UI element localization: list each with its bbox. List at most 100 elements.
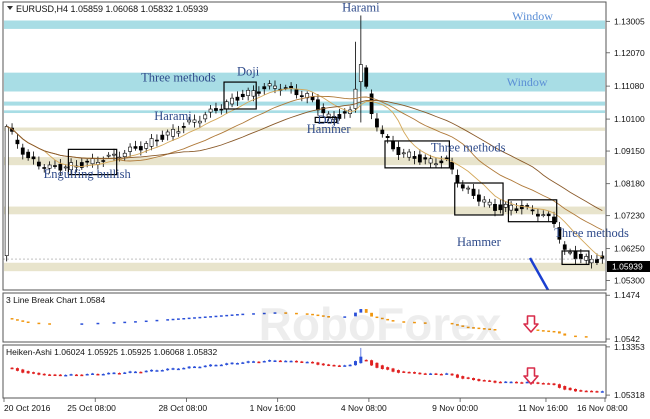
y-tick-label: 1.11080 [614,81,644,91]
line-break-block [541,330,545,332]
line-break-block [171,318,175,321]
line-break-block [472,327,475,329]
line-break-block [456,324,459,326]
line-break-block [311,313,314,316]
trend-arrow-line [528,257,550,291]
candle [31,156,36,160]
ha-candle [434,373,438,375]
line-break-block [166,319,170,321]
candle [455,174,460,183]
candle [444,157,449,160]
ha-candle [268,360,272,362]
line-break-block [144,320,148,323]
candle [342,111,347,114]
heiken-ashi-panel[interactable]: Heiken-Ashi 1.06024 1.05925 1.05925 1.06… [2,344,607,399]
ha-candle [488,380,492,382]
candle [584,256,589,261]
line-break-block [209,316,212,318]
candle [251,90,256,97]
ha-candle [101,373,105,376]
x-tick-label: 20 Oct 2016 [4,403,51,413]
ha-candle [391,368,395,372]
line-break-block [316,314,320,317]
current-price-tag: 1.05939 [607,261,650,272]
candle [235,96,240,101]
candle [385,136,390,138]
ha-candle [112,372,116,375]
ha-candle [568,387,572,391]
ha-candle [128,371,132,373]
candle [63,166,68,169]
line-break-block [16,319,19,321]
pattern-box [507,199,558,223]
line-break-block [574,335,577,338]
ha-candle [80,374,84,377]
candle [289,85,293,89]
candle [230,97,234,105]
line-break-block [423,322,427,324]
candle [203,114,208,120]
ha-candle [552,383,556,386]
y-tick-label: 1.05300 [614,276,645,286]
y-tick-label: 1.08180 [614,179,645,189]
line-break-block [552,330,556,333]
ha-candle [284,360,288,363]
main-price-axis: 1.13005 1.12070 1.11080 1.10100 1.09150 1.081… [606,16,645,286]
candle [358,64,363,82]
line-break-block [203,316,207,318]
line-break-block [252,313,255,315]
zone-3 [4,110,605,114]
candle [214,108,218,111]
line-break-block [284,312,288,314]
candle [144,143,149,149]
candle [562,244,567,250]
ha-candle [573,388,577,392]
candle [149,138,154,147]
candle [541,214,546,216]
pattern-label: Window [512,9,553,23]
candle [133,146,138,149]
candle [476,194,481,202]
line-break-block [413,321,416,324]
ha-candle [413,372,417,374]
candle [171,129,175,137]
line-break-block [354,312,357,317]
line-break-block [80,323,84,325]
candle [525,205,530,207]
candle [299,95,304,97]
main-chart-panel[interactable]: Engulfing bullish Harami Three methods Doji… [2,0,629,291]
line-break-axis: 1.1474 1.0542 [606,290,640,344]
ha-candle [262,361,266,363]
y-tick-label: 1.0542 [614,334,640,344]
candle [578,253,583,260]
chevron-down-icon[interactable] [7,6,13,10]
candle [589,259,594,264]
candle [530,209,535,212]
line-break-block [230,314,234,316]
y-tick-label: 1.09150 [614,146,645,156]
candle [219,108,224,111]
candle [246,89,251,96]
ha-candle [230,362,234,365]
ha-candle [579,390,583,392]
line-break-blocks [10,309,588,338]
main-title-group: EURUSD,H4 1.05859 1.06068 1.05832 1.0593… [7,4,208,14]
ha-candle [74,374,78,377]
line-break-block [557,331,561,334]
line-break-block [547,330,551,333]
line-break-block [380,317,384,320]
down-arrow-icon [523,315,539,333]
ha-candle [10,367,14,370]
line-break-panel[interactable]: 3 Line Break Chart 1.0584 [2,292,607,343]
candle [165,131,170,136]
candle [321,107,326,114]
candle [58,163,63,171]
down-arrow-icon [523,367,539,385]
candle [600,255,605,259]
line-break-block [187,317,191,320]
line-break-block [305,313,309,315]
candle [310,96,315,101]
x-tick-label: 28 Oct 08:00 [158,403,207,413]
ha-candle [423,373,427,375]
